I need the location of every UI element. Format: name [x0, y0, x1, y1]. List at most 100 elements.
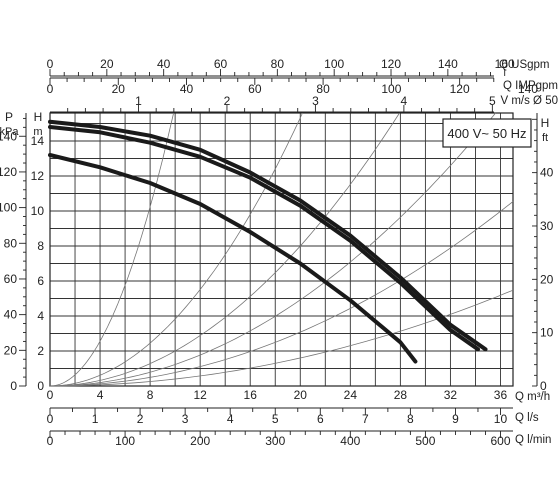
usgpm-axis-label: Q USgpm	[499, 59, 550, 71]
system-curve	[50, 289, 514, 387]
velocity-tick-label: 3	[312, 94, 319, 108]
velocity-tick-label: 5	[489, 94, 496, 108]
impgpm-tick-label: 100	[381, 82, 401, 96]
pressure-axis-unit: kPa	[0, 126, 19, 138]
kpa-tick-label: 0	[10, 379, 17, 393]
ls-tick-label: 3	[182, 412, 189, 426]
voltage-badge-text: 400 V~ 50 Hz	[447, 126, 526, 141]
system-curve	[49, 201, 514, 387]
velocity-tick-label: 2	[224, 94, 231, 108]
y-tick-label-m: 14	[31, 134, 45, 148]
y-tick-label-m: 10	[31, 204, 45, 218]
qm3h-axis-label: Q m³/h	[515, 391, 550, 403]
head-m-axis-unit: m	[33, 126, 42, 138]
usgpm-tick-label: 60	[214, 57, 228, 71]
pump-curve-line	[48, 125, 480, 352]
impgpm-tick-label: 40	[180, 82, 194, 96]
pump-curves	[48, 119, 488, 364]
kpa-tick-label: 20	[4, 343, 18, 357]
y-tick-label-m: 12	[31, 169, 45, 183]
impgpm-tick-label: 20	[112, 82, 126, 96]
ls-tick-label: 0	[47, 412, 54, 426]
x-tick-label-qm3h: 24	[344, 388, 358, 402]
y-tick-label-m: 8	[37, 239, 44, 253]
kpa-tick-label: 140	[0, 129, 17, 143]
x-tick-label-qm3h: 16	[244, 388, 258, 402]
ft-tick-label: 30	[540, 219, 554, 233]
ls-tick-label: 9	[452, 412, 459, 426]
ft-tick-label: 40	[540, 166, 554, 180]
usgpm-tick-label: 0	[47, 57, 54, 71]
kpa-tick-label: 80	[4, 236, 18, 250]
head-ft-axis-unit: ft	[542, 132, 548, 144]
kpa-tick-label: 100	[0, 201, 17, 215]
ls-tick-label: 8	[407, 412, 414, 426]
impgpm-tick-label: 120	[450, 82, 470, 96]
kpa-tick-label: 40	[4, 308, 18, 322]
lmin-tick-label: 0	[47, 434, 54, 448]
usgpm-tick-label: 40	[157, 57, 171, 71]
pump-curve-line	[48, 119, 488, 352]
y-tick-label-m: 0	[37, 379, 44, 393]
usgpm-tick-label: 120	[381, 57, 401, 71]
ls-tick-label: 5	[272, 412, 279, 426]
impgpm-tick-label: 140	[518, 82, 538, 96]
system-curve	[49, 112, 400, 387]
lmin-tick-label: 100	[115, 434, 135, 448]
x-tick-label-qm3h: 12	[193, 388, 207, 402]
system-curves	[49, 112, 514, 387]
y-tick-label-m: 2	[37, 344, 44, 358]
x-tick-label-qm3h: 36	[494, 388, 508, 402]
impgpm-tick-label: 60	[248, 82, 262, 96]
lmin-tick-label: 600	[490, 434, 510, 448]
system-curve	[49, 112, 303, 387]
head-m-axis-label: H	[34, 110, 43, 124]
x-tick-label-qm3h: 0	[47, 388, 54, 402]
x-tick-label-qm3h: 20	[294, 388, 308, 402]
plot-frame	[49, 112, 514, 387]
lmin-tick-label: 200	[190, 434, 210, 448]
pump-curve-line	[48, 153, 418, 364]
velocity-axis-label: V m/s Ø 50	[500, 95, 558, 107]
ls-tick-label: 7	[362, 412, 369, 426]
ls-tick-label: 10	[494, 412, 508, 426]
lmin-tick-label: 500	[415, 434, 435, 448]
x-tick-label-qm3h: 28	[394, 388, 408, 402]
ft-tick-label: 20	[540, 272, 554, 286]
x-tick-label-qm3h: 8	[147, 388, 154, 402]
impgpm-axis-label: Q IMPgpm	[503, 80, 558, 92]
kpa-tick-label: 60	[4, 272, 18, 286]
lmin-tick-label: 300	[265, 434, 285, 448]
chart-axes: 0 4 8 12 16 20 24 28 32 3602468101214020406080100…	[0, 57, 554, 448]
usgpm-tick-label: 20	[100, 57, 114, 71]
ls-tick-label: 1	[92, 412, 99, 426]
usgpm-tick-label: 80	[271, 57, 285, 71]
ft-tick-label: 0	[540, 379, 547, 393]
kpa-tick-label: 120	[0, 165, 17, 179]
y-tick-label-m: 4	[37, 309, 44, 323]
impgpm-tick-label: 0	[47, 82, 54, 96]
system-curve	[49, 112, 496, 387]
ls-tick-label: 2	[137, 412, 144, 426]
impgpm-tick-label: 80	[316, 82, 330, 96]
head-ft-axis-label: H	[541, 116, 550, 130]
usgpm-tick-label: 100	[324, 57, 344, 71]
velocity-tick-label: 4	[401, 94, 408, 108]
voltage-badge: 400 V~ 50 Hz	[442, 118, 532, 148]
lmin-axis-label: Q l/min	[515, 434, 551, 446]
system-curve	[49, 112, 174, 387]
x-tick-label-qm3h: 4	[97, 388, 104, 402]
y-tick-label-m: 6	[37, 274, 44, 288]
ls-tick-label: 6	[317, 412, 324, 426]
ft-tick-label: 10	[540, 326, 554, 340]
ls-tick-label: 4	[227, 412, 234, 426]
x-tick-label-qm3h: 32	[444, 388, 458, 402]
usgpm-tick-label: 160	[495, 57, 515, 71]
voltage-badge-box	[442, 118, 532, 148]
velocity-tick-label: 1	[135, 94, 142, 108]
pressure-axis-label: P	[5, 110, 13, 124]
lmin-tick-label: 400	[340, 434, 360, 448]
usgpm-tick-label: 140	[438, 57, 458, 71]
ls-axis-label: Q l/s	[515, 412, 539, 424]
